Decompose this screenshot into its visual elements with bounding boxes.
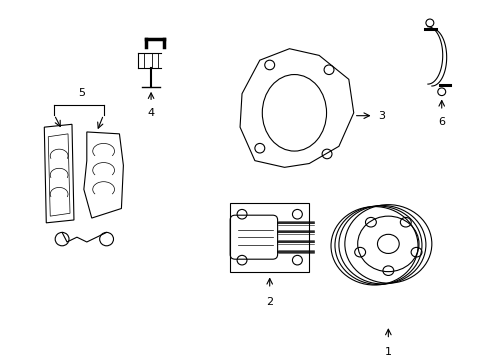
Text: 6: 6 [437,117,444,127]
Bar [230,203,308,272]
Text: 4: 4 [147,108,154,118]
Text: 1: 1 [384,347,391,357]
Text: 3: 3 [378,111,385,121]
Text: 2: 2 [265,297,273,306]
Text: 5: 5 [78,87,85,98]
